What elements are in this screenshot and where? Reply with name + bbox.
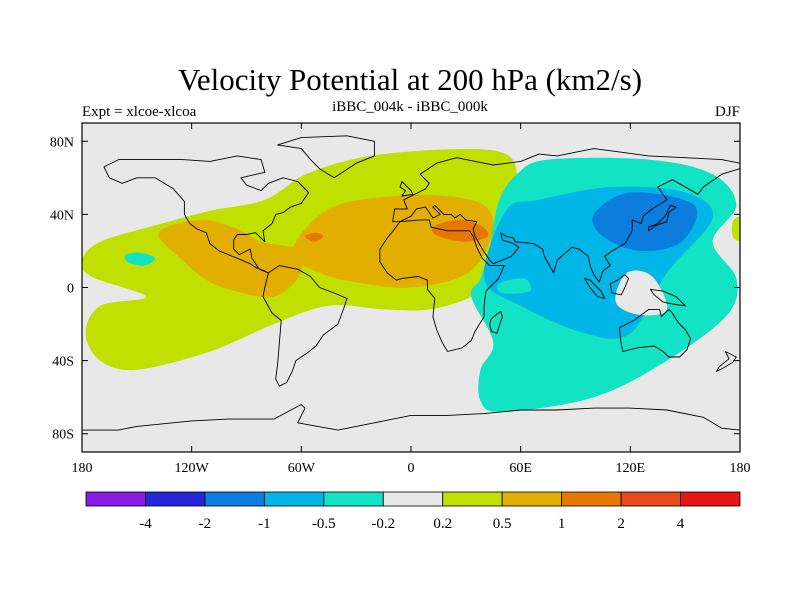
coastline-uk bbox=[399, 181, 414, 197]
x-tick-label: 120W bbox=[175, 461, 210, 476]
colorbar-swatch bbox=[561, 491, 622, 507]
experiment-label: Expt = xlcoe-xlcoa bbox=[82, 104, 197, 120]
coastline-borneo bbox=[609, 274, 629, 296]
x-tick-label: 60W bbox=[288, 461, 316, 476]
contour-positive-mid-pacific-inner bbox=[124, 252, 156, 266]
colorbar-level-label: 0.2 bbox=[433, 516, 452, 532]
colorbar-swatch bbox=[620, 491, 681, 507]
x-tick-label: 0 bbox=[408, 461, 415, 476]
colorbar: -4 -2 -1 -0.5 -0.2 0.2 0.5 1 2 4 bbox=[85, 491, 741, 532]
coastline-south-america bbox=[262, 265, 348, 387]
colorbar-level-label: -4 bbox=[139, 516, 152, 532]
coastline-greenland bbox=[277, 135, 375, 179]
contour-positive-far-east bbox=[731, 216, 740, 242]
colorbar-swatch bbox=[501, 491, 563, 507]
coastlines bbox=[82, 135, 740, 431]
y-tick-label: 80S bbox=[52, 428, 74, 443]
colorbar-swatch bbox=[204, 491, 265, 507]
colorbar-swatch bbox=[680, 491, 741, 507]
x-tick-label: 180 bbox=[72, 461, 93, 476]
map-axes: 180 120W 60W 0 60E 120E 180 80N 40N 0 40S 80S bbox=[50, 123, 751, 476]
contour-peak-atlantic bbox=[304, 232, 324, 242]
season-label: DJF bbox=[715, 104, 740, 120]
colorbar-level-label: -0.5 bbox=[312, 516, 336, 532]
chart-title: Velocity Potential at 200 hPa (km2/s) bbox=[178, 62, 642, 97]
colorbar-swatch bbox=[263, 491, 325, 507]
colorbar-swatch bbox=[145, 491, 206, 507]
y-tick-label: 40N bbox=[50, 208, 74, 223]
contour-field bbox=[82, 149, 740, 412]
coastline-madagascar bbox=[489, 310, 503, 334]
colorbar-level-label: -0.2 bbox=[371, 516, 395, 532]
coastline-australia bbox=[618, 308, 692, 358]
coastline-new-zealand bbox=[715, 351, 737, 373]
coastline-new-guinea bbox=[649, 288, 686, 307]
y-tick-label: 0 bbox=[67, 282, 74, 297]
contour-neutral-maritime-hole bbox=[615, 270, 668, 316]
colorbar-level-label: -1 bbox=[258, 516, 271, 532]
x-tick-label: 120E bbox=[616, 461, 646, 476]
colorbar-swatch bbox=[442, 491, 503, 507]
coastline-japan bbox=[648, 204, 677, 232]
colorbar-level-label: 1 bbox=[558, 516, 566, 532]
coastline-africa bbox=[379, 219, 505, 352]
colorbar-swatch bbox=[382, 491, 444, 507]
colorbar-level-label: 2 bbox=[617, 516, 625, 532]
coastline-sumatra bbox=[584, 277, 606, 299]
x-tick-label: 60E bbox=[509, 461, 532, 476]
colorbar-level-label: 0.5 bbox=[493, 516, 512, 532]
contour-strong-americas bbox=[158, 219, 305, 298]
x-tick-label: 180 bbox=[730, 461, 751, 476]
contour-negative-blob-indian bbox=[496, 278, 532, 294]
comparison-label: iBBC_004k - iBBC_000k bbox=[332, 99, 488, 115]
colorbar-swatch bbox=[85, 491, 146, 507]
contour-negative-east-asia bbox=[592, 192, 698, 252]
contour-strong-atlantic-africa bbox=[292, 194, 494, 288]
colorbar-level-label: -2 bbox=[199, 516, 212, 532]
coastline-north-america bbox=[103, 155, 310, 274]
colorbar-swatch bbox=[323, 491, 384, 507]
coastline-eurasia bbox=[392, 148, 740, 283]
colorbar-level-label: 4 bbox=[677, 516, 685, 532]
y-tick-label: 40S bbox=[52, 355, 74, 370]
y-tick-label: 80N bbox=[50, 135, 74, 150]
coastline-antarctica bbox=[82, 404, 740, 431]
